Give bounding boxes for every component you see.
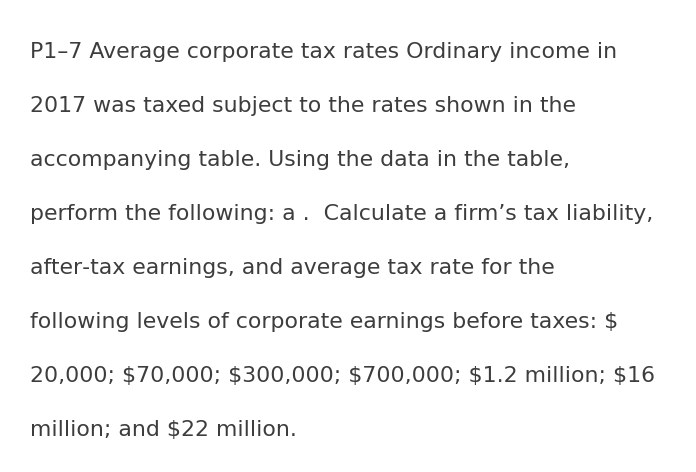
Text: million; and $22 million.: million; and $22 million. [30, 420, 297, 440]
Text: 2017 was taxed subject to the rates shown in the: 2017 was taxed subject to the rates show… [30, 96, 576, 116]
Text: following levels of corporate earnings before taxes: $: following levels of corporate earnings b… [30, 312, 618, 332]
Text: accompanying table. Using the data in the table,: accompanying table. Using the data in th… [30, 150, 570, 170]
Text: perform the following: a .  Calculate a firm’s tax liability,: perform the following: a . Calculate a f… [30, 204, 654, 224]
Text: P1–7 Average corporate tax rates Ordinary income in: P1–7 Average corporate tax rates Ordinar… [30, 42, 617, 62]
Text: 20,000; $70,000; $300,000; $700,000; $1.2 million; $16: 20,000; $70,000; $300,000; $700,000; $1.… [30, 366, 655, 386]
Text: after‐tax earnings, and average tax rate for the: after‐tax earnings, and average tax rate… [30, 258, 555, 278]
